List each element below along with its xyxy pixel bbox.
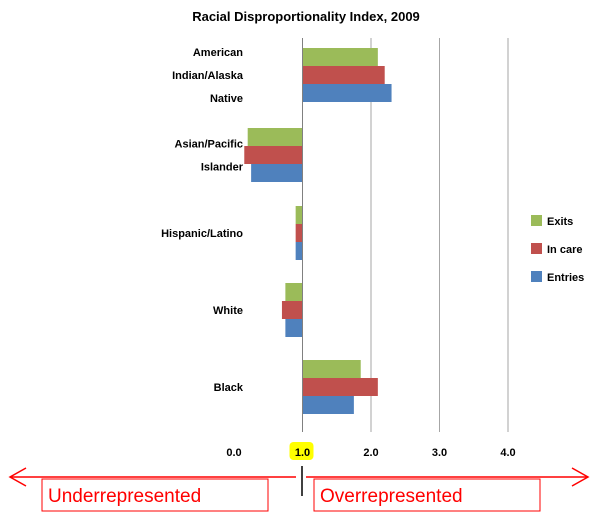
left-arrow-head [8,467,27,487]
category-label: Indian/Alaska [172,70,244,82]
category-labels: American Indian/Alaska Native Asian/Pacific… [161,47,244,394]
bar-exits [295,206,303,224]
x-tick-label: 2.0 [363,447,378,459]
x-tick-labels: 0.0 1.0 2.0 3.0 4.0 [226,442,516,460]
bar-in-care [244,146,303,164]
bar-in-care [302,378,378,396]
category-label: Asian/Pacific [175,139,243,151]
bar-in-care [295,224,303,242]
x-tick-label: 3.0 [432,447,447,459]
bar-in-care [281,301,303,319]
bar-in-care [302,66,385,84]
x-tick-label: 1.0 [295,447,310,459]
bar-entries [285,319,303,337]
category-label: Native [210,93,243,105]
bar-entries [295,242,303,260]
legend-label: In care [547,244,582,256]
tick-highlight [289,442,314,460]
category-label: Hispanic/Latino [161,228,243,240]
legend-label: Entries [547,272,584,284]
legend: Exits In care Entries [531,215,584,284]
bar-exits [247,128,303,146]
legend-label: Exits [547,216,573,228]
right-arrow-head [571,467,590,487]
x-tick-label: 4.0 [500,447,515,459]
bar-exits [302,48,378,66]
bars [244,38,392,432]
bar-exits [302,360,361,378]
bar-entries [302,84,392,102]
bar-entries [302,396,354,414]
representation-annotation: Underrepresented Overrepresented [8,466,590,512]
overrepresented-box [313,478,541,512]
underrepresented-label: Underrepresented [48,486,201,507]
category-label: Islander [201,162,244,174]
legend-swatch [531,215,542,226]
chart-title: Racial Disproportionality Index, 2009 [192,9,420,24]
bar-entries [251,164,303,182]
category-label: White [213,305,243,317]
underrepresented-box [41,478,269,512]
legend-swatch [531,271,542,282]
legend-swatch [531,243,542,254]
overrepresented-label: Overrepresented [320,486,463,507]
bar-exits [285,283,303,301]
category-label: American [193,47,243,59]
x-tick-label: 0.0 [226,447,241,459]
category-label: Black [214,382,244,394]
